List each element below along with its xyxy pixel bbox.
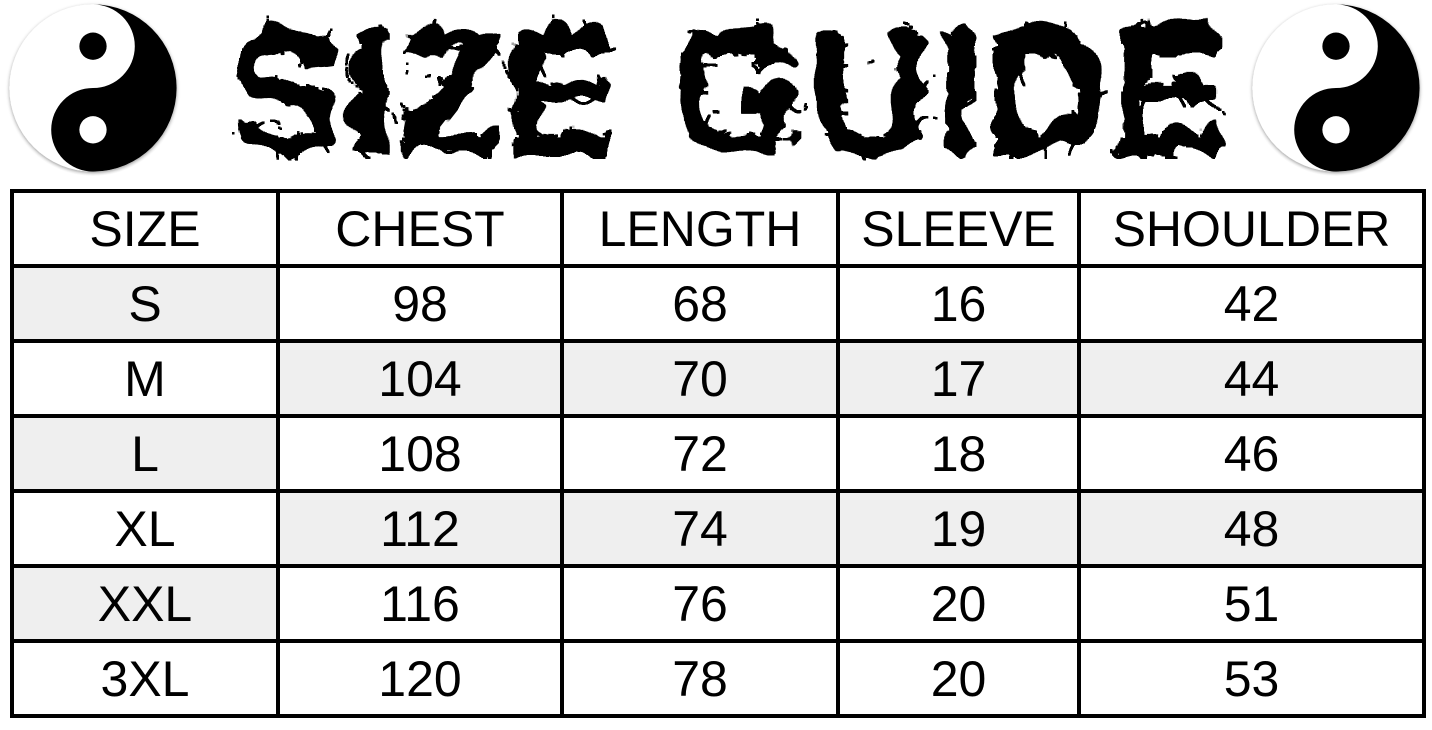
svg-text:SIZE GUIDE: SIZE GUIDE <box>217 0 1214 179</box>
